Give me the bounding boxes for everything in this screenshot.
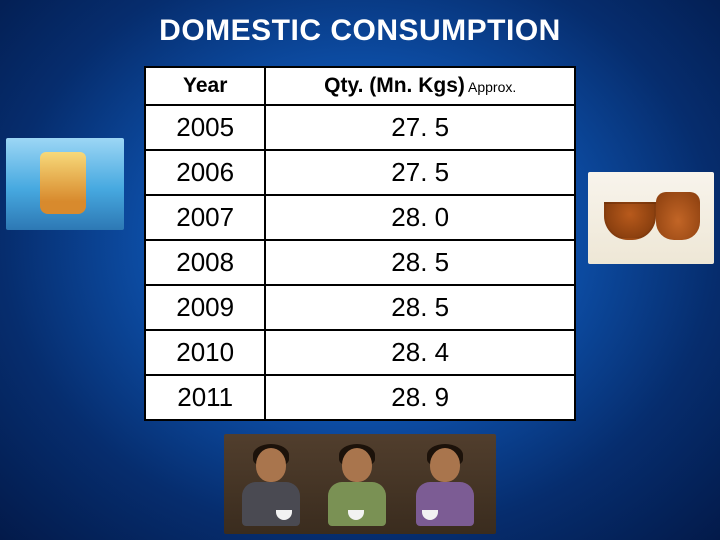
cell-year: 2011 xyxy=(145,375,265,420)
table-row: 2011 28. 9 xyxy=(145,375,575,420)
cell-year: 2007 xyxy=(145,195,265,240)
table-row: 2006 27. 5 xyxy=(145,150,575,195)
cell-year: 2010 xyxy=(145,330,265,375)
person-icon xyxy=(322,444,392,526)
cell-qty: 28. 5 xyxy=(265,240,575,285)
table-body: 2005 27. 5 2006 27. 5 2007 28. 0 2008 28… xyxy=(145,105,575,420)
page-title: DOMESTIC CONSUMPTION xyxy=(0,0,720,48)
cell-qty: 27. 5 xyxy=(265,105,575,150)
people-tea-image xyxy=(224,434,496,534)
consumption-table: Year Qty. (Mn. Kgs) Approx. 2005 27. 5 2… xyxy=(144,66,576,421)
cell-qty: 28. 4 xyxy=(265,330,575,375)
table-header-row: Year Qty. (Mn. Kgs) Approx. xyxy=(145,67,575,105)
cell-qty: 28. 0 xyxy=(265,195,575,240)
cell-qty: 27. 5 xyxy=(265,150,575,195)
consumption-table-container: Year Qty. (Mn. Kgs) Approx. 2005 27. 5 2… xyxy=(144,66,576,421)
table-row: 2008 28. 5 xyxy=(145,240,575,285)
person-icon xyxy=(236,444,306,526)
person-icon xyxy=(410,444,480,526)
tea-cups-image xyxy=(588,172,714,264)
cell-qty: 28. 9 xyxy=(265,375,575,420)
table-row: 2009 28. 5 xyxy=(145,285,575,330)
col-header-qty-main: Qty. (Mn. Kgs) xyxy=(324,74,465,97)
col-header-qty: Qty. (Mn. Kgs) Approx. xyxy=(265,67,575,105)
cell-year: 2005 xyxy=(145,105,265,150)
table-row: 2007 28. 0 xyxy=(145,195,575,240)
iced-tea-image xyxy=(6,138,124,230)
cell-qty: 28. 5 xyxy=(265,285,575,330)
col-header-year: Year xyxy=(145,67,265,105)
cell-year: 2008 xyxy=(145,240,265,285)
cell-year: 2009 xyxy=(145,285,265,330)
table-row: 2010 28. 4 xyxy=(145,330,575,375)
col-header-qty-suffix: Approx. xyxy=(465,79,516,95)
cell-year: 2006 xyxy=(145,150,265,195)
table-row: 2005 27. 5 xyxy=(145,105,575,150)
